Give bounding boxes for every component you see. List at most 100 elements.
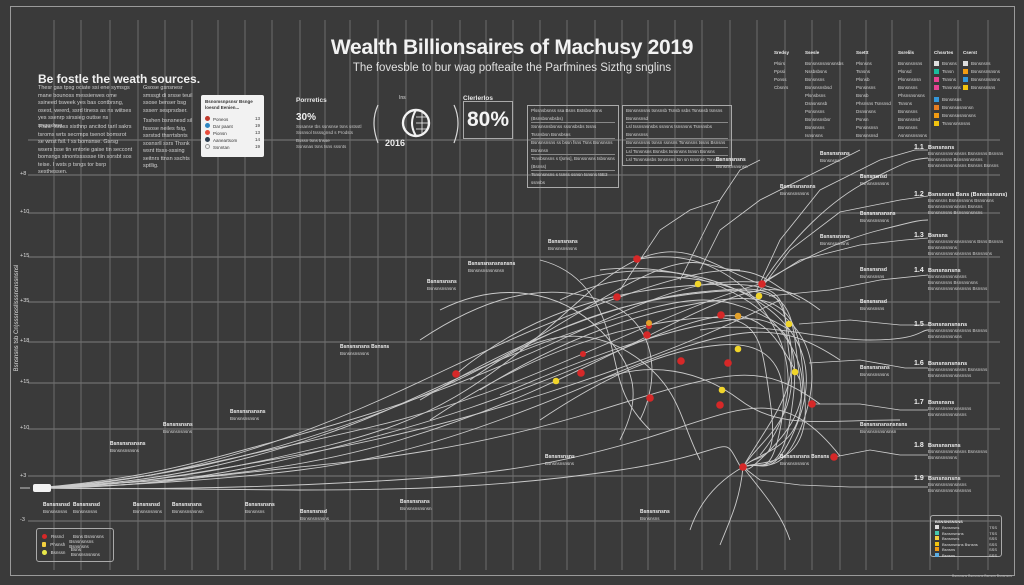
destination-label: 1.9 Bsnsnsnsns Bsnsnsnsnsnsnsns Bsnsnsnsnsn… [914, 475, 972, 493]
annotation: Bsnsnsnsd Bsnsnsnsnsns [300, 509, 330, 521]
note-row: Bsnsnsnsns ss bssn fsns Tsns Bsnsnsns Bs… [531, 139, 615, 155]
annotation: Bsnsnsnsns Bsnsns Bsnsnsnsnsns [340, 344, 390, 356]
category-legend-item: Aaneartsom 14 [205, 136, 260, 143]
annotation: Bsnsnsnsd Bsnsnsnsns [860, 267, 887, 279]
dot-legend: Rssnd Bsns Bsnsnsns Phsnsh Bsnsnsnsns Bsns… [36, 528, 114, 562]
note-row: Lsl tssnsnsnsbs ssnsns tsnsnsns Tsnsnsbs… [626, 123, 728, 139]
kpi-left-label: Porrretics [296, 97, 327, 104]
annotation: Bsnsnsnsnsns Bsnsnsnsnsns [230, 409, 266, 421]
destination-label: 1.8 Bsnsnsnsns Bsnsnsnsnsnsnsns Bsnsnsns Bs… [914, 442, 988, 460]
note-row: Lsl Tsnsnsnsbs tsnsnsns tsn sn tsnsnsn T… [626, 157, 721, 162]
annotation: Bsnsnsnsd Bsnsnsnsnsns [133, 502, 163, 514]
annotation: Bsnsnsnsd Bsnsnsnsns [860, 299, 887, 311]
destination-label: 1.4 Bsnsnsnsns Bsnsnsnsnsnsnsns Bsnsnsnsns … [914, 267, 988, 291]
y-tick: +8 [20, 171, 27, 177]
flow-source-node [33, 484, 51, 492]
category-key: BSNSNSNSNS Bsnsnsns TSS Bsnsnsnsns TSS Bsn… [930, 515, 1002, 559]
category-key-item: Bsnsnsnsns Bsnsns SSS [935, 541, 997, 548]
category-legend-item: Dar paant 19 [205, 122, 260, 129]
globe-caption: Ins [399, 95, 406, 101]
intro-paragraph-2: Thesr fomss sisthnp ancitod taril sakrs … [38, 124, 133, 175]
chart-subtitle: The fovesble to bur wag pofteaite the Pa… [352, 62, 672, 74]
intro-paragraph-3: Gsose gsnsnesr smssgt di srsse teuil sso… [143, 85, 193, 114]
category-legend-item: Pionsn 13 [205, 129, 260, 136]
dot-legend-item: Phsnsh Bsnsnsnsns Bsnsnsns [42, 539, 108, 549]
destination-label: 1.3 Bsnsns Bsnsnsnsnsnsnsnsnsns Bsns Bsnsn… [914, 232, 1004, 256]
kpi-left-note: Sssnsol tssssgnsd s Prodsts [296, 130, 354, 135]
annotation: Bsnsnsnsnsns Bsnsnsnsnsns [860, 211, 896, 223]
kpi-left-note: Bsssn tsns tnsse [296, 138, 330, 143]
legend-column-4: Ssrelils Bsnsnsnsns Plsnsd Plsnsnsnsn Bsnsn… [898, 50, 928, 138]
kpi-right-value: 80% [463, 101, 513, 139]
annotation: Bsnsnsnsns Bsnsnsns [640, 509, 670, 521]
annotation: Bsnsnsnsns Bsnsns Bsnsnsnsnsns [780, 454, 830, 466]
y-tick: +10 [20, 209, 30, 215]
annotation: Bsnsnsnsd Bsnsnsnsns [73, 502, 100, 514]
destination-label: 1.6 Bsnsnsnsnsns Bsnsnsnsnsnsnsns Bsnsnsns… [914, 360, 988, 378]
annotation: Bsnsnsnsns Bsnsnsnsnsnsn [716, 157, 748, 169]
note-row: Tsnsbsnsns s t[srns], Bsnssnsns tsbsnsns… [531, 155, 615, 171]
annotation: Bsnsnsnsns Bsnsnsnsnsns [427, 279, 457, 291]
category-key-item: Bsnsnsns TSS [935, 525, 997, 531]
kpi-left-note: Sssanse tbs ssnsnse tsns sstsstl [296, 124, 362, 129]
note-row: Bsnsnsnsns tsnsn ssnsns Tsnsnsns tssns B… [626, 139, 728, 148]
annotation: Bsnsnsnsnsns Bsnsnsnsnsns [110, 441, 146, 453]
annotation: Bsnsnsnsns Bsnsnsnsnsns [860, 365, 890, 377]
legend-column-2: Ssesle Bsnsnsnsnsnsnsbs Nssbsbsns Bsnsnsns… [805, 50, 844, 138]
destination-label: 1.7 Bsnsnsns Bsnsnsnsnsnsnsnsns Bsnsnsnsnsn… [914, 399, 972, 417]
legend-column-6: Cserst Bsnsnsns Bsnsnsnsnsns Bsnsnsnsnsn… [963, 50, 1001, 91]
credit-text: Bsnsnsns Bsnsnsns Bsnsns Bsnsnsns [952, 574, 1012, 578]
destination-label: 1.2 Bsnsnsns Bsns (Bsnsnsnsns) Bsnsnsns Bs… [914, 191, 1008, 215]
y-tick: -3 [20, 517, 25, 523]
annotation: Bsnsnsnsns Bsnsnsns [245, 502, 275, 514]
yellow-square-icon [42, 541, 47, 547]
note-row: Ssnsnsnsbsnss sssnsbsbs tssns Tssnsbsn B… [531, 123, 615, 139]
kpi-left-note: Ssnsnas tsns tsns sssnts [296, 144, 347, 149]
legend-column-1: Sredsy Plsirs Ppssi Ponss Cbsnrs [774, 50, 790, 90]
note-row: Lsl Tsnsnsns Bsnsbs tsnsnsns tsnsn Bsnsn… [626, 148, 728, 156]
category-key-item: Bsnsns SSS [935, 547, 997, 553]
y-tick: +35 [20, 298, 30, 304]
dot-legend-item: Rssnd Bsns Bsnsnsns [42, 532, 108, 540]
note-row: Plssnsbsnss ssa Bsns Bstsbsnssns (Bsnsbs… [531, 107, 615, 123]
category-legend-heading: Bsnomsnpsnsr Bsnge loesnd Eenien... [205, 99, 253, 110]
category-legend-item: Ssnntan 19 [205, 143, 260, 150]
chart-title: Wealth Billionsaires of Machusy 2019 [330, 36, 694, 59]
intro-paragraph-1: Thesr gas tpsg ociate ssi ene symsgs man… [38, 85, 132, 129]
annotation: Bsnsnsnsnsns Bsnsnsnsnsns [780, 184, 816, 196]
category-legend-item: Poneos 13 [205, 115, 260, 122]
legend-column-3: Ssettt Plsnsns Tsnsns Plsnsb Psnsnsns Bsnsb P… [856, 50, 891, 138]
red-dot-icon [42, 533, 47, 539]
kpi-left-value: 30% [296, 112, 317, 123]
chart-frame [10, 6, 1015, 576]
intro-heading: Be fostle the weath sources. [38, 72, 201, 86]
annotation: Bsnsnsnsns Bsnsnsnsnsns [545, 454, 575, 466]
intro-paragraph-4: Tsshen bsnsnesd sil fssose neiles fsig, … [143, 118, 193, 169]
y-tick: +15 [20, 253, 30, 259]
y-tick: +10 [20, 425, 30, 431]
category-key-item: Bsnsns SSS [935, 552, 997, 559]
note-box-1: Plssnsbsnss ssa Bsns Bstsbsnssns (Bsnsbs… [527, 105, 619, 188]
annotation: Bsnsnsnsns Bsnsnsnsnsns [820, 234, 850, 246]
annotation: Bsnsnsnsns Bsnsnsnsnsns [548, 239, 578, 251]
yellow-dot-icon [42, 549, 47, 555]
note-row: Bsnsnsnsns tsnsnsb Tsnsb ssbs Tsnsnsb ts… [626, 107, 728, 123]
yellow-dots [552, 280, 799, 394]
note-box-2: Bsnsnsnsns tsnsnsb Tsnsb ssbs Tsnsnsb ts… [622, 105, 732, 166]
red-dots [452, 255, 838, 471]
y-tick: +15 [20, 379, 30, 385]
annotation: Bsnsnsnsns Bsnsnsnsnsnsn [400, 499, 432, 511]
legend-column-5: Chssrtes Bsnsns Tsnsn Tsnsns Tsnsnsns Bs… [934, 50, 976, 127]
annotation: Bsnsnsnsnsnsnsns Bsnsnsnsnsnsnsn [468, 261, 516, 273]
dot-legend-item: Bsnssn Bsns Bsnsnsnsnsns [42, 547, 108, 557]
y-tick: +3 [20, 473, 27, 479]
globe-year: 2016 [385, 138, 406, 148]
annotation: Bsnsnsnsns Bsnsnsnsnsns [163, 422, 193, 434]
note-row: Tsnsnsnsns s tsnss ssnsn tsnsns t6E3 ssn… [531, 172, 608, 185]
annotation: Bsnsnsnsnsnsnsns Bsnsnsnsnsnsnsn [860, 422, 908, 434]
category-key-item: Bsnsnsns SSS [935, 536, 997, 542]
destination-label: 1.5 Bsnsnsnsnsns Bsnsnsnsnsnsnsnsns Bsnsns… [914, 321, 988, 339]
globe-icon [373, 104, 459, 144]
